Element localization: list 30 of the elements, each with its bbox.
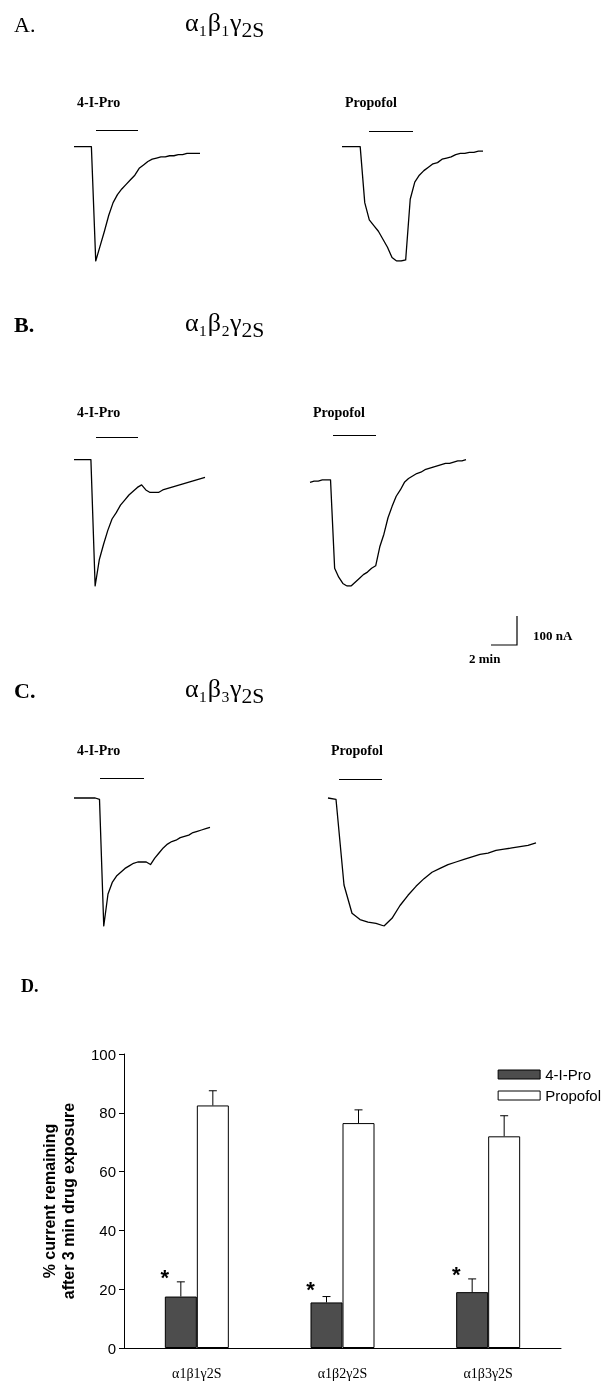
annotation: *: [306, 1276, 316, 1302]
legend-label: Propofol: [545, 1087, 602, 1104]
y-tick-label: 100: [90, 1045, 116, 1063]
y-tick-label: 0: [107, 1339, 116, 1357]
y-tick-label: 80: [99, 1104, 116, 1122]
y-tick-label: 40: [99, 1221, 116, 1239]
chart-title: D.: [21, 976, 39, 996]
text: α₁β₂γ$_{2S}$: [185, 308, 265, 344]
chart-title: Propofol: [331, 742, 383, 758]
y-tick-label: 60: [99, 1163, 116, 1181]
chart-title: Propofol: [313, 404, 365, 420]
x-tick-label: α1β1γ2S: [172, 1365, 222, 1381]
x-tick-label: α1β3γ2S: [463, 1365, 513, 1381]
text: 2 min: [469, 651, 501, 667]
y-tick-label: 20: [99, 1280, 116, 1298]
chart-title: 4-I-Pro: [77, 742, 121, 758]
y-axis-title: % current remaining after 3 min drug exposure: [41, 1102, 77, 1300]
text: A.: [14, 12, 36, 38]
chart-title: 4-I-Pro: [77, 404, 121, 420]
chart-title: 4-I-Pro: [77, 94, 121, 110]
text: α₁β₁γ$_{2S}$: [185, 8, 265, 44]
chart-title: Propofol: [345, 94, 397, 110]
text: B.: [14, 312, 35, 338]
text: C.: [14, 678, 36, 704]
x-tick-label: α1β2γ2S: [317, 1365, 368, 1381]
annotation: *: [160, 1265, 170, 1291]
annotation: *: [451, 1262, 461, 1288]
legend-label: 4-I-Pro: [545, 1066, 591, 1083]
text: α₁β₃γ$_{2S}$: [185, 674, 265, 710]
text: 100 nA: [533, 628, 573, 644]
